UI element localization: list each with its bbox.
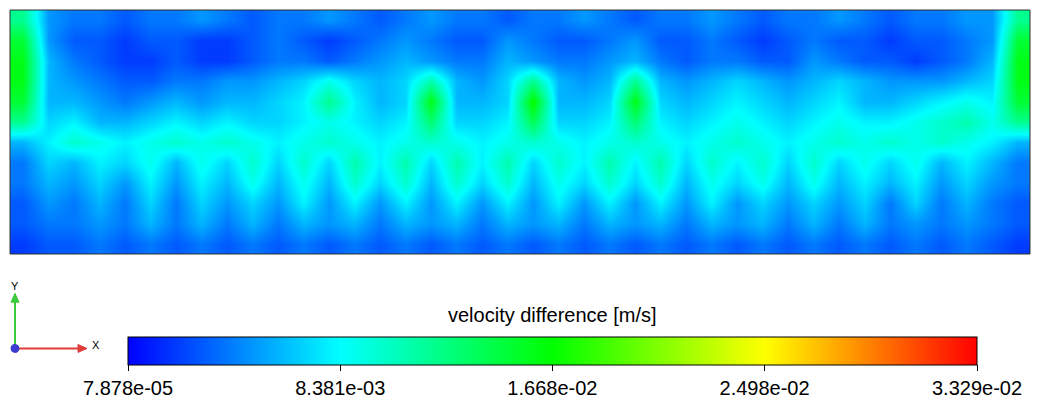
svg-text:velocity difference [m/s]: velocity difference [m/s] <box>448 304 657 326</box>
svg-text:2.498e-02: 2.498e-02 <box>720 377 810 399</box>
svg-text:8.381e-03: 8.381e-03 <box>295 377 385 399</box>
svg-text:Y: Y <box>11 280 19 292</box>
svg-text:3.329e-02: 3.329e-02 <box>932 377 1022 399</box>
svg-text:7.878e-05: 7.878e-05 <box>83 377 173 399</box>
svg-text:1.668e-02: 1.668e-02 <box>507 377 597 399</box>
svg-text:X: X <box>92 339 100 351</box>
